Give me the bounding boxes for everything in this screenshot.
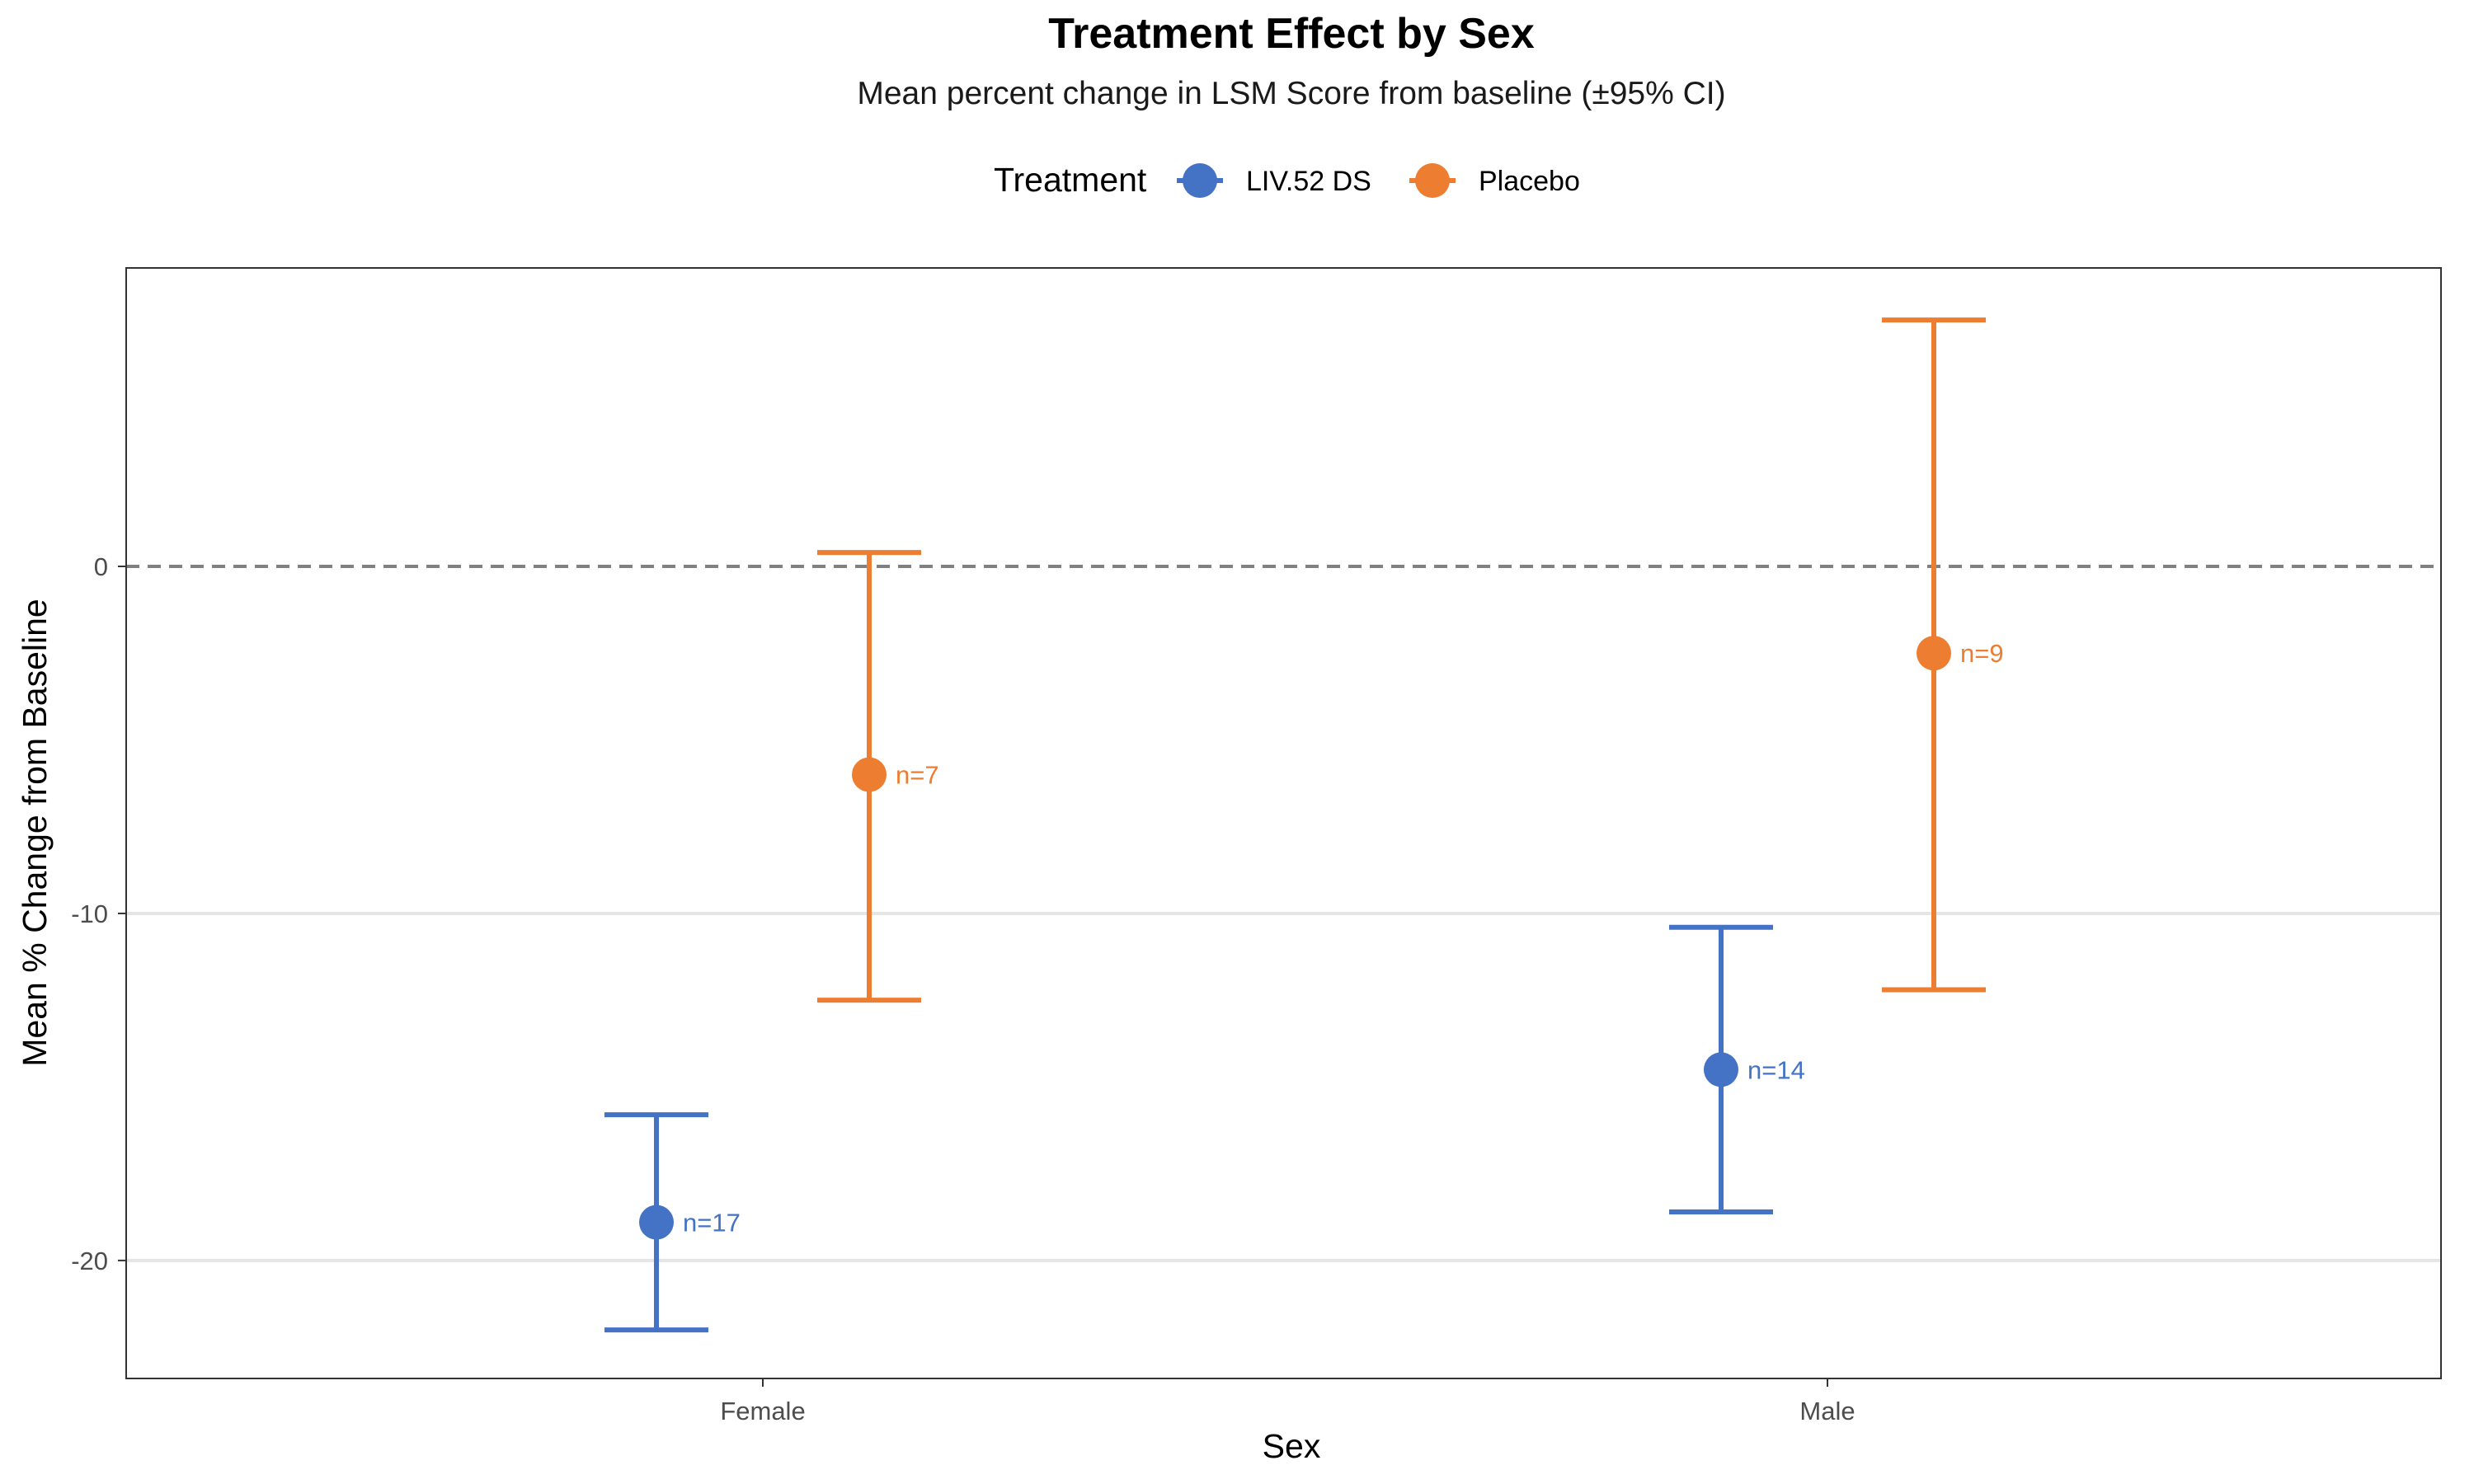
legend-key-point	[1415, 163, 1450, 198]
mean-point	[852, 757, 887, 792]
legend-title: Treatment	[994, 161, 1147, 199]
mean-point	[1917, 636, 1951, 671]
x-tick-label: Male	[1799, 1397, 1855, 1425]
grid	[126, 911, 2441, 1262]
n-label: n=7	[896, 761, 939, 790]
legend-label: Placebo	[1479, 166, 1580, 197]
y-tick-label: -10	[71, 899, 108, 928]
chart-title: Treatment Effect by Sex	[1048, 10, 1535, 58]
y-axis-title: Mean % Change from Baseline	[16, 599, 54, 1066]
legend-label: LIV.52 DS	[1246, 166, 1371, 197]
n-label: n=14	[1747, 1055, 1805, 1084]
legend: Treatment LIV.52 DS Placebo	[994, 161, 1580, 199]
n-label: n=17	[683, 1209, 741, 1237]
legend-item: LIV.52 DS	[1177, 163, 1371, 198]
plot-marks: n=17 n=14 n=7 n=9	[604, 317, 2004, 1333]
legend-item: Placebo	[1409, 163, 1580, 198]
y-tick-label: -20	[71, 1247, 108, 1275]
axes: 0 -10 -20 Female Male	[71, 552, 1855, 1425]
plot-panel-border	[125, 267, 2442, 1379]
legend-key-point	[1183, 163, 1217, 198]
chart-subtitle: Mean percent change in LSM Score from ba…	[857, 76, 1725, 111]
mean-point	[1704, 1052, 1738, 1087]
mean-point	[639, 1205, 674, 1240]
x-axis-title: Sex	[1263, 1427, 1321, 1465]
n-label: n=9	[1960, 639, 2004, 668]
x-tick-label: Female	[720, 1397, 805, 1425]
y-tick-label: 0	[94, 552, 108, 581]
